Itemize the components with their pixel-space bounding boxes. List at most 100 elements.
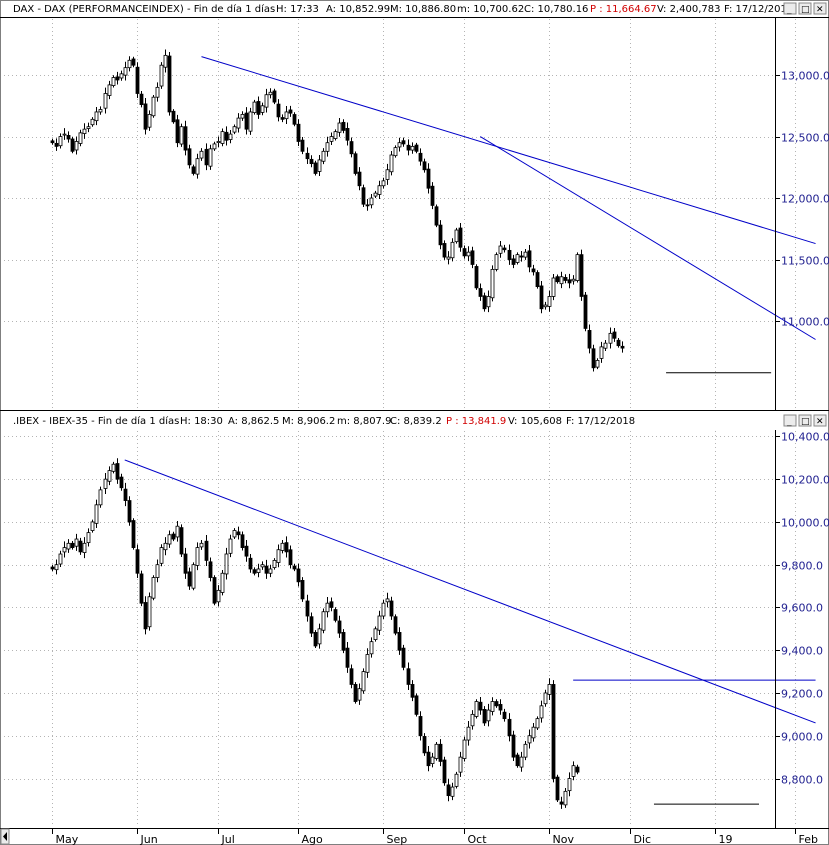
candle-body — [365, 654, 370, 673]
candle-body — [325, 142, 330, 152]
candle-body — [397, 142, 402, 148]
candle-body — [587, 330, 592, 349]
candle-body — [147, 114, 152, 128]
candle-body — [240, 534, 245, 548]
candle-body — [54, 142, 59, 147]
ibex-min-value: m: 8,807.9 — [337, 416, 391, 427]
candle-body — [555, 776, 560, 801]
trendline — [201, 56, 816, 245]
price-tick-label: 11,500.0 — [781, 255, 829, 268]
restore-button[interactable] — [798, 2, 812, 15]
candle-body — [414, 144, 419, 152]
candle-body — [559, 276, 564, 285]
candle-body — [131, 520, 136, 548]
candle-body — [608, 332, 613, 344]
candle-body — [260, 105, 265, 113]
candle-body — [547, 684, 552, 695]
candle-body — [98, 489, 103, 506]
dax-title: DAX - DAX (PERFORMANCEINDEX) - Fin de dí… — [13, 3, 275, 15]
candle-body — [373, 628, 378, 640]
candle-body — [272, 90, 277, 103]
price-tick-label: 10,400.0 — [781, 431, 829, 444]
candle-body — [563, 790, 568, 806]
price-tick-label: 9,200.0 — [781, 688, 823, 701]
price-tick-label: 12,000.0 — [781, 193, 829, 206]
candle-body — [450, 786, 455, 797]
candle-body — [559, 801, 564, 805]
candle-body — [208, 148, 213, 167]
trendline — [479, 136, 816, 340]
candle-body — [494, 701, 499, 707]
price-tick-label: 9,600.0 — [781, 602, 823, 615]
candle-body — [115, 463, 120, 480]
candle-body — [555, 276, 560, 283]
month-label: 19 — [719, 833, 733, 845]
candle-body — [579, 254, 584, 297]
ibex-restore-button[interactable] — [798, 414, 812, 427]
candle-body — [393, 147, 398, 157]
dax-p-value: P : 11,664.67 — [590, 4, 657, 15]
candle-body — [183, 553, 188, 574]
candle-body — [474, 701, 479, 717]
candle-body — [595, 360, 600, 368]
minimize-button[interactable] — [783, 2, 797, 15]
candle-body — [127, 59, 132, 69]
candle-body — [349, 141, 354, 155]
candle-body — [127, 500, 132, 523]
candle-body — [163, 542, 168, 551]
candle-body — [531, 268, 536, 273]
candle-body — [268, 568, 273, 574]
candle-body — [430, 756, 435, 764]
month-label: Jul — [221, 833, 235, 845]
month-label: Dic — [634, 833, 652, 845]
candle-body — [458, 227, 463, 248]
candle-body — [341, 121, 346, 131]
close-button[interactable] — [813, 2, 827, 15]
candle-body — [216, 141, 221, 144]
candle-body — [357, 688, 362, 701]
candle-body — [353, 153, 358, 174]
price-tick-label: 9,000.0 — [781, 731, 823, 744]
candle-body — [70, 542, 75, 548]
ibex-m-value: M: 8,906.2 — [282, 416, 335, 427]
candle-body — [187, 571, 192, 587]
candle-body — [103, 93, 108, 109]
minimize-icon: _ — [786, 5, 792, 15]
candle-body — [139, 573, 144, 604]
candle-body — [450, 241, 455, 259]
ibex-close-button[interactable] — [813, 414, 827, 427]
candle-body — [171, 110, 176, 123]
candle-body — [123, 488, 128, 501]
candle-body — [515, 254, 520, 263]
candle-body — [410, 684, 415, 698]
candle-body — [341, 632, 346, 651]
candle-body — [511, 258, 516, 265]
candle-body — [442, 243, 447, 258]
candle-body — [478, 288, 483, 297]
candle-body — [272, 560, 277, 568]
ibex-panel[interactable]: .IBEX - IBEX-35 - Fin de día 1 días H: 1… — [13, 415, 635, 427]
ibex-p-value: P : 13,841.9 — [446, 416, 506, 427]
dax-f-value: F: 17/12/201 — [724, 4, 787, 15]
candle-body — [155, 86, 160, 98]
candle-body — [543, 692, 548, 705]
candle-body — [284, 542, 289, 553]
candle-body — [571, 765, 576, 777]
candle-body — [119, 476, 124, 489]
candle-body — [256, 568, 261, 573]
candle-body — [236, 531, 241, 536]
candle-body — [159, 64, 164, 87]
dax-panel[interactable]: DAX - DAX (PERFORMANCEINDEX) - Fin de dí… — [13, 3, 787, 15]
candle-body — [612, 331, 617, 339]
candle-body — [288, 549, 293, 566]
candle-body — [212, 143, 217, 150]
dax-m-value: M: 10,886.80 — [390, 4, 456, 15]
candle-body — [603, 342, 608, 349]
candle-body — [418, 716, 423, 737]
candle-body — [171, 533, 176, 540]
candle-body — [82, 542, 87, 553]
candle-body — [167, 55, 172, 113]
candle-body — [248, 111, 253, 132]
ibex-minimize-button[interactable] — [783, 414, 797, 427]
candle-body — [208, 561, 213, 578]
